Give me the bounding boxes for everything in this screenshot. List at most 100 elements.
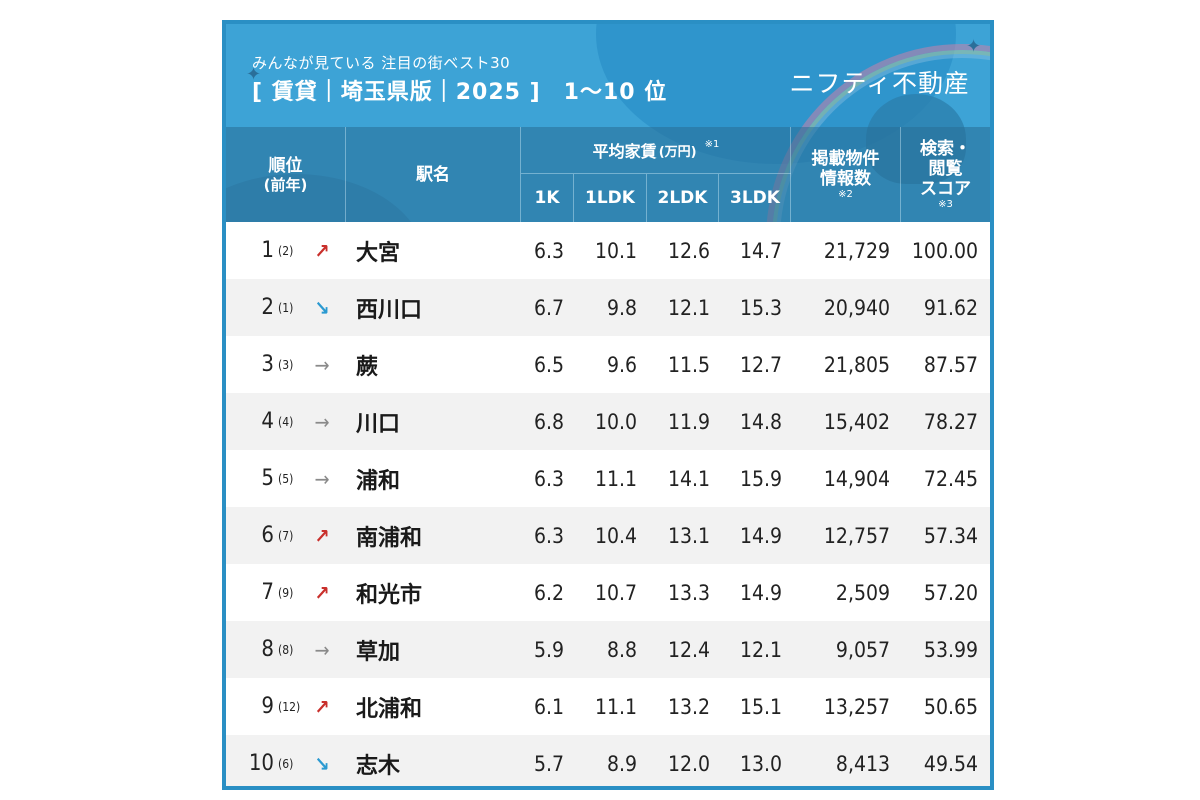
rent-1k: 6.2 xyxy=(533,580,564,605)
rent-3ldk: 15.9 xyxy=(739,466,782,491)
rent-1ldk: 10.1 xyxy=(594,238,637,263)
rent-2ldk: 11.9 xyxy=(667,409,710,434)
listings-count: 21,729 xyxy=(823,238,890,263)
rent-2ldk: 12.1 xyxy=(667,295,710,320)
rent-1ldk: 8.8 xyxy=(606,637,637,662)
header-1k: 1K xyxy=(534,188,560,208)
trend-down-icon: ↘ xyxy=(314,295,330,320)
header-listings: 掲載物件 情報数 ※2 xyxy=(790,127,900,222)
rent-3ldk: 13.0 xyxy=(739,751,782,776)
station-name: 蕨 xyxy=(356,354,379,380)
station-name: 大宮 xyxy=(356,240,401,266)
rent-3ldk: 12.1 xyxy=(739,637,782,662)
table-body: 1 (2) ↗ 大宮 6.3 10.1 12.6 14.7 21,729 100.00 2 (1) ↘ 西… xyxy=(226,222,990,786)
table-row: 4 (4) → 川口 6.8 10.0 11.9 14.8 15,402 78.27 xyxy=(226,393,990,450)
header-3ldk: 3LDK xyxy=(718,174,791,222)
table-row: 10 (6) ↘ 志木 5.7 8.9 12.0 13.0 8,413 49.54 xyxy=(226,735,990,786)
table-row: 6 (7) ↗ 南浦和 6.3 10.4 13.1 14.9 12,757 57.34 xyxy=(226,507,990,564)
station-name: 川口 xyxy=(356,411,401,437)
table-row: 3 (3) → 蕨 6.5 9.6 11.5 12.7 21,805 87.57 xyxy=(226,336,990,393)
listings-count: 9,057 xyxy=(835,637,890,662)
rank-number: 7 xyxy=(261,580,274,605)
rent-3ldk: 15.3 xyxy=(739,295,782,320)
listings-count: 2,509 xyxy=(835,580,890,605)
rank-number: 8 xyxy=(261,637,274,662)
listings-count: 21,805 xyxy=(823,352,890,377)
header-average-rent: 平均家賃 (万円) ※1 1K 1LDK 2LDK 3LDK xyxy=(520,127,791,222)
rent-1k: 6.7 xyxy=(533,295,564,320)
listings-count: 12,757 xyxy=(823,523,890,548)
header-score: 検索・ 閲覧 スコア ※3 xyxy=(900,127,990,222)
rent-3ldk: 14.9 xyxy=(739,580,782,605)
trend-same-icon: → xyxy=(314,637,330,662)
rent-1ldk: 11.1 xyxy=(594,694,637,719)
trend-up-icon: ↗ xyxy=(314,523,330,548)
trend-same-icon: → xyxy=(314,352,330,377)
rent-2ldk: 14.1 xyxy=(667,466,710,491)
previous-rank: (8) xyxy=(278,642,294,657)
rent-1k: 5.9 xyxy=(533,637,564,662)
rent-1ldk: 8.9 xyxy=(606,751,637,776)
banner-title: [ 賃貸｜埼玉県版｜2025 ] 1〜10 位 xyxy=(252,80,668,105)
rent-2ldk: 13.2 xyxy=(667,694,710,719)
trend-up-icon: ↗ xyxy=(314,238,330,263)
search-score: 57.20 xyxy=(923,580,978,605)
header-rank: 順位 (前年) xyxy=(263,155,308,194)
rent-1ldk: 9.8 xyxy=(606,295,637,320)
station-name: 西川口 xyxy=(356,297,423,323)
listings-count: 14,904 xyxy=(823,466,890,491)
trend-down-icon: ↘ xyxy=(314,751,330,776)
rent-1ldk: 10.4 xyxy=(594,523,637,548)
rent-2ldk: 13.1 xyxy=(667,523,710,548)
search-score: 100.00 xyxy=(911,238,978,263)
header-1ldk: 1LDK xyxy=(573,174,646,222)
rent-3ldk: 14.8 xyxy=(739,409,782,434)
rent-2ldk: 13.3 xyxy=(667,580,710,605)
station-name: 和光市 xyxy=(356,582,423,608)
station-name: 志木 xyxy=(356,753,401,779)
rank-number: 2 xyxy=(261,295,274,320)
search-score: 87.57 xyxy=(923,352,978,377)
trend-same-icon: → xyxy=(314,409,330,434)
search-score: 78.27 xyxy=(923,409,978,434)
previous-rank: (2) xyxy=(278,243,294,258)
bird-icon: ✦ xyxy=(966,36,982,57)
table-row: 2 (1) ↘ 西川口 6.7 9.8 12.1 15.3 20,940 91.62 xyxy=(226,279,990,336)
trend-up-icon: ↗ xyxy=(314,694,330,719)
rank-number: 9 xyxy=(261,694,274,719)
brand-logo: ニフティ不動産 xyxy=(789,69,970,98)
previous-rank: (4) xyxy=(278,414,294,429)
rent-1ldk: 11.1 xyxy=(594,466,637,491)
rent-1ldk: 10.0 xyxy=(594,409,637,434)
listings-count: 15,402 xyxy=(823,409,890,434)
trend-same-icon: → xyxy=(314,466,330,491)
rent-2ldk: 12.0 xyxy=(667,751,710,776)
search-score: 57.34 xyxy=(923,523,978,548)
station-name: 南浦和 xyxy=(356,525,423,551)
rent-3ldk: 15.1 xyxy=(739,694,782,719)
ranking-card: ✦ ✦ みんなが見ている 注目の街ベスト30 [ 賃貸｜埼玉県版｜2025 ] … xyxy=(222,20,994,790)
rank-number: 3 xyxy=(261,352,274,377)
rent-2ldk: 12.4 xyxy=(667,637,710,662)
station-name: 北浦和 xyxy=(356,696,423,722)
table-row: 5 (5) → 浦和 6.3 11.1 14.1 15.9 14,904 72.45 xyxy=(226,450,990,507)
previous-rank: (12) xyxy=(278,699,301,714)
previous-rank: (5) xyxy=(278,471,294,486)
banner: ✦ ✦ みんなが見ている 注目の街ベスト30 [ 賃貸｜埼玉県版｜2025 ] … xyxy=(226,24,990,222)
table-row: 8 (8) → 草加 5.9 8.8 12.4 12.1 9,057 53.99 xyxy=(226,621,990,678)
listings-count: 8,413 xyxy=(835,751,890,776)
trend-up-icon: ↗ xyxy=(314,580,330,605)
search-score: 91.62 xyxy=(923,295,978,320)
table-row: 7 (9) ↗ 和光市 6.2 10.7 13.3 14.9 2,509 57.20 xyxy=(226,564,990,621)
rent-1k: 6.3 xyxy=(533,466,564,491)
search-score: 72.45 xyxy=(923,466,978,491)
station-name: 浦和 xyxy=(356,468,401,494)
rent-2ldk: 11.5 xyxy=(667,352,710,377)
rent-1k: 6.8 xyxy=(533,409,564,434)
rent-1k: 6.3 xyxy=(533,238,564,263)
search-score: 50.65 xyxy=(923,694,978,719)
rent-1k: 5.7 xyxy=(533,751,564,776)
rent-3ldk: 14.7 xyxy=(739,238,782,263)
rank-number: 10 xyxy=(248,751,274,776)
header-2ldk: 2LDK xyxy=(646,174,718,222)
